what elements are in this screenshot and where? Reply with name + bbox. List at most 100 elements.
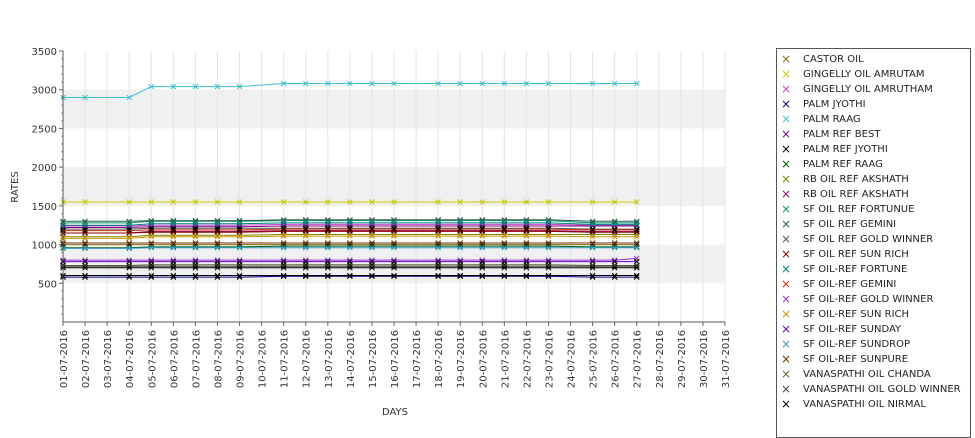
legend-label: SF OIL REF SUN RICH (803, 249, 909, 260)
data-point (391, 199, 397, 205)
data-point (214, 220, 221, 227)
data-point (347, 226, 353, 232)
data-point (435, 217, 441, 224)
x-tick-label: 08-07-2016 (213, 330, 224, 388)
data-point (347, 228, 353, 235)
data-point (236, 264, 243, 271)
data-point (545, 80, 552, 87)
legend-marker-icon: × (781, 367, 792, 381)
data-point (192, 227, 199, 233)
data-point (391, 244, 397, 251)
legend-marker-icon: × (781, 382, 792, 396)
data-point (280, 264, 287, 271)
legend-label: RB OIL REF AKSHATH (803, 174, 909, 185)
x-tick-label: 12-07-2016 (302, 330, 313, 388)
data-point (280, 217, 287, 224)
data-point (545, 228, 552, 235)
legend-item: × RB OIL REF AKSHATH (777, 187, 970, 201)
data-point (435, 228, 441, 235)
data-point (236, 199, 243, 205)
series-lines (60, 80, 640, 280)
legend-label: GINGELLY OIL AMRUTHAM (803, 84, 933, 95)
data-point (479, 244, 486, 251)
data-point (347, 264, 353, 271)
data-point (126, 272, 133, 279)
data-point (457, 233, 464, 239)
x-tick-label: 20-07-2016 (478, 330, 489, 388)
legend-item: × SF OIL-REF SUNDROP (777, 338, 970, 350)
data-point (236, 220, 243, 227)
data-point (611, 244, 618, 251)
data-point (545, 220, 552, 226)
data-point (479, 199, 486, 205)
data-point (236, 218, 243, 225)
data-point (302, 80, 309, 87)
data-point (479, 272, 486, 279)
legend-item: × SF OIL REF FORTUNUE (777, 203, 970, 215)
data-point (545, 226, 552, 232)
data-point (148, 218, 155, 225)
data-point (324, 240, 331, 246)
data-point (82, 230, 88, 236)
data-point (236, 244, 243, 251)
data-point (611, 233, 618, 240)
data-point (589, 264, 596, 271)
data-point (126, 230, 133, 236)
data-point (126, 222, 133, 229)
x-tick-label: 13-07-2016 (324, 330, 335, 388)
data-point (170, 218, 177, 225)
data-point (435, 244, 441, 251)
data-point (369, 233, 375, 239)
data-point (435, 80, 441, 87)
legend-marker-icon: × (781, 187, 792, 201)
data-point (236, 240, 243, 246)
y-tick-label: 2000 (32, 163, 57, 174)
data-point (391, 228, 397, 235)
data-point (324, 226, 331, 232)
y-tick-label: 3500 (32, 47, 57, 58)
legend-marker-icon: × (781, 397, 792, 411)
data-point (302, 220, 309, 226)
legend-marker-icon: × (781, 292, 792, 306)
data-point (589, 199, 596, 205)
data-point (611, 240, 618, 246)
data-point (347, 217, 353, 224)
x-tick-label: 25-07-2016 (589, 330, 600, 388)
x-tick-label: 04-07-2016 (125, 330, 136, 388)
data-point (523, 80, 530, 87)
data-point (501, 273, 508, 280)
legend-label: PALM RAAG (803, 114, 861, 125)
data-point (523, 240, 530, 246)
data-point (170, 240, 177, 246)
data-point (347, 273, 353, 280)
chart-legend: × CASTOR OIL × GINGELLY OIL AMRUTAM × GINGELL… (776, 48, 971, 438)
x-tick-label: 31-07-2016 (721, 330, 732, 388)
data-point (457, 228, 464, 235)
data-point (126, 235, 133, 242)
data-point (523, 228, 530, 235)
data-point (523, 220, 530, 226)
data-point (545, 264, 552, 271)
data-point (302, 217, 309, 224)
legend-marker-icon: × (781, 247, 792, 261)
data-point (82, 262, 88, 269)
data-point (391, 272, 397, 279)
data-point (324, 199, 331, 205)
data-point (589, 262, 596, 269)
legend-item: × SF OIL-REF SUNDAY (777, 323, 970, 335)
legend-item: × GINGELLY OIL AMRUTHAM (777, 83, 970, 95)
legend-item: × SF OIL-REF SUNPURE (777, 353, 970, 365)
legend-label: SF OIL-REF GOLD WINNER (803, 294, 934, 305)
data-point (148, 233, 155, 240)
data-point (501, 244, 508, 251)
data-point (82, 199, 88, 205)
data-point (611, 264, 618, 271)
data-point (523, 244, 530, 251)
data-point (523, 273, 530, 280)
data-point (192, 272, 199, 279)
data-point (82, 222, 88, 229)
data-point (280, 228, 287, 235)
y-tick-label: 3000 (32, 86, 57, 97)
data-point (633, 227, 640, 233)
legend-label: VANASPATHI OIL GOLD WINNER (803, 384, 961, 395)
